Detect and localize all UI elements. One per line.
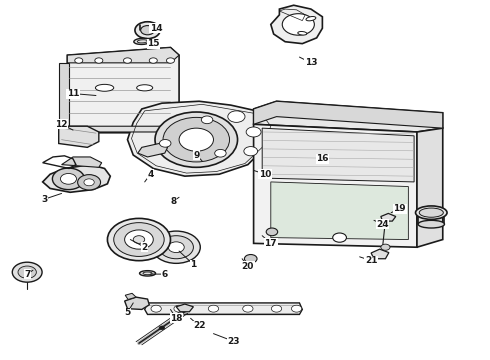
Circle shape [84, 179, 94, 186]
Circle shape [52, 168, 84, 190]
Circle shape [174, 305, 184, 312]
Circle shape [292, 305, 302, 312]
Text: 5: 5 [124, 308, 131, 317]
Circle shape [243, 305, 253, 312]
Text: 12: 12 [55, 120, 68, 129]
Text: 8: 8 [170, 197, 176, 206]
Circle shape [333, 233, 346, 242]
Text: 17: 17 [265, 239, 277, 248]
Text: 7: 7 [24, 270, 30, 279]
Polygon shape [145, 303, 302, 314]
Circle shape [179, 128, 214, 151]
Ellipse shape [418, 220, 444, 228]
Text: 24: 24 [376, 220, 389, 229]
Polygon shape [43, 165, 110, 192]
Ellipse shape [298, 31, 307, 35]
Circle shape [381, 244, 390, 250]
Polygon shape [67, 126, 179, 132]
Text: 18: 18 [170, 314, 182, 323]
Text: 15: 15 [147, 39, 160, 48]
Circle shape [245, 255, 257, 263]
Circle shape [95, 58, 103, 63]
Polygon shape [381, 213, 396, 221]
Circle shape [133, 236, 145, 243]
Text: 14: 14 [150, 24, 163, 33]
Ellipse shape [134, 38, 151, 44]
Circle shape [151, 305, 161, 312]
Polygon shape [371, 249, 389, 259]
Circle shape [159, 326, 165, 330]
Polygon shape [67, 48, 179, 63]
Ellipse shape [306, 17, 316, 21]
Circle shape [208, 305, 219, 312]
Circle shape [163, 117, 229, 162]
Circle shape [167, 58, 174, 63]
Circle shape [60, 174, 76, 184]
Circle shape [75, 58, 83, 63]
Text: 23: 23 [227, 337, 240, 346]
Circle shape [12, 262, 42, 282]
Circle shape [141, 26, 154, 35]
Circle shape [246, 127, 261, 137]
Circle shape [266, 228, 278, 236]
Polygon shape [176, 304, 194, 312]
Text: 11: 11 [67, 89, 79, 98]
Circle shape [159, 236, 194, 259]
Polygon shape [127, 101, 273, 176]
Circle shape [168, 242, 184, 253]
Circle shape [18, 266, 36, 278]
Circle shape [123, 58, 131, 63]
Circle shape [282, 14, 315, 35]
Ellipse shape [416, 206, 447, 219]
Polygon shape [125, 293, 136, 300]
Polygon shape [417, 128, 443, 247]
Text: 10: 10 [259, 170, 271, 179]
Circle shape [244, 147, 258, 156]
Polygon shape [59, 126, 99, 147]
Polygon shape [138, 144, 168, 157]
Polygon shape [62, 157, 102, 167]
Circle shape [215, 149, 226, 157]
Circle shape [152, 231, 200, 264]
Polygon shape [271, 182, 408, 239]
Text: 4: 4 [147, 170, 153, 179]
Circle shape [149, 58, 157, 63]
Circle shape [155, 112, 238, 167]
Polygon shape [124, 297, 149, 310]
Ellipse shape [419, 208, 443, 217]
Circle shape [160, 139, 171, 147]
Ellipse shape [140, 271, 156, 276]
Text: 6: 6 [162, 270, 168, 279]
Circle shape [77, 175, 100, 190]
Text: 1: 1 [190, 260, 196, 269]
Polygon shape [254, 124, 417, 247]
Circle shape [201, 116, 213, 123]
Polygon shape [254, 101, 443, 132]
Text: 13: 13 [305, 58, 317, 67]
Text: 21: 21 [365, 256, 377, 265]
Text: 16: 16 [316, 154, 329, 163]
Ellipse shape [96, 84, 114, 91]
Circle shape [228, 111, 245, 122]
Polygon shape [59, 63, 69, 126]
Circle shape [135, 22, 160, 39]
Text: 9: 9 [193, 150, 199, 159]
Circle shape [271, 305, 282, 312]
Circle shape [124, 230, 153, 249]
Polygon shape [262, 128, 414, 182]
Circle shape [114, 222, 164, 256]
Circle shape [107, 219, 171, 261]
Ellipse shape [137, 85, 153, 91]
Polygon shape [254, 101, 443, 128]
Text: 20: 20 [242, 262, 254, 271]
Text: 19: 19 [393, 204, 406, 213]
Polygon shape [67, 48, 179, 133]
Text: 3: 3 [41, 195, 48, 204]
Polygon shape [271, 5, 322, 44]
Text: 22: 22 [193, 321, 205, 330]
Text: 2: 2 [142, 243, 148, 252]
